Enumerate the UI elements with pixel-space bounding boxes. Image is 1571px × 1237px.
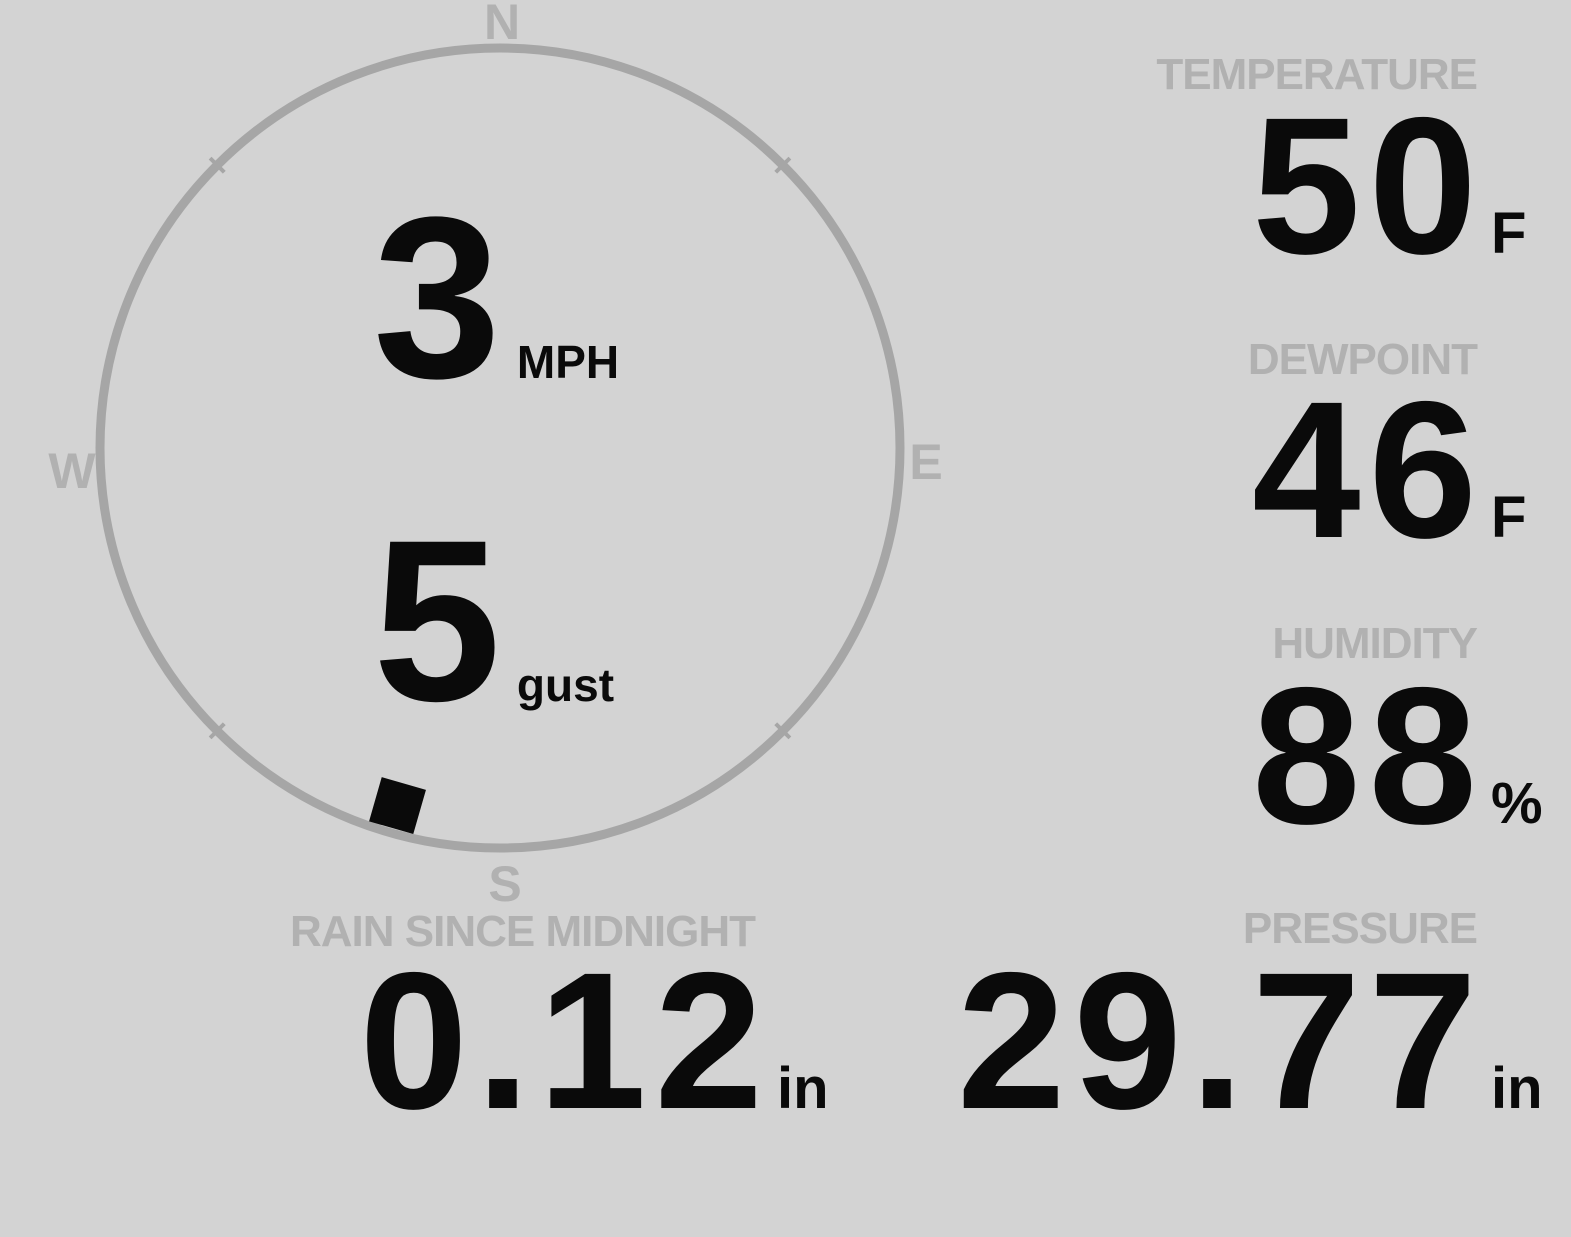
rain-label: RAIN SINCE MIDNIGHT	[290, 907, 756, 956]
humidity-unit: %	[1491, 771, 1543, 836]
rain-metric: 0.12 in	[359, 932, 828, 1150]
cardinal-west: W	[48, 443, 96, 499]
dewpoint-value: 46	[1252, 361, 1485, 579]
wind-speed-value: 3	[373, 169, 509, 426]
cardinal-east: E	[909, 434, 943, 490]
cardinal-south: S	[488, 856, 522, 912]
wind-gust-value: 5	[373, 492, 509, 749]
cardinal-north: N	[483, 0, 521, 50]
temperature-value: 50	[1252, 77, 1485, 295]
temperature-label: TEMPERATURE	[1156, 50, 1478, 99]
wind-direction-marker	[369, 777, 426, 835]
temperature-metric: 50 F	[1252, 77, 1526, 295]
wind-speed: 3 MPH	[373, 169, 619, 426]
dewpoint-label: DEWPOINT	[1247, 335, 1478, 384]
pressure-label: PRESSURE	[1242, 904, 1478, 953]
humidity-metric: 88 %	[1252, 647, 1542, 865]
humidity-value: 88	[1252, 647, 1485, 865]
rain-value: 0.12	[359, 932, 771, 1150]
compass-ring	[95, 43, 905, 853]
wind-speed-unit: MPH	[516, 336, 620, 388]
compass-intercardinal-ticks	[208, 156, 792, 740]
pressure-unit: in	[1491, 1056, 1543, 1121]
wind-gust: 5 gust	[373, 492, 614, 749]
dewpoint-metric: 46 F	[1252, 361, 1526, 579]
humidity-label: HUMIDITY	[1272, 619, 1478, 668]
pressure-metric: 29.77 in	[957, 932, 1543, 1150]
wind-gust-unit: gust	[516, 659, 615, 711]
rain-unit: in	[777, 1056, 829, 1121]
pressure-value: 29.77	[957, 932, 1485, 1150]
dewpoint-unit: F	[1491, 485, 1527, 550]
temperature-unit: F	[1491, 201, 1527, 266]
